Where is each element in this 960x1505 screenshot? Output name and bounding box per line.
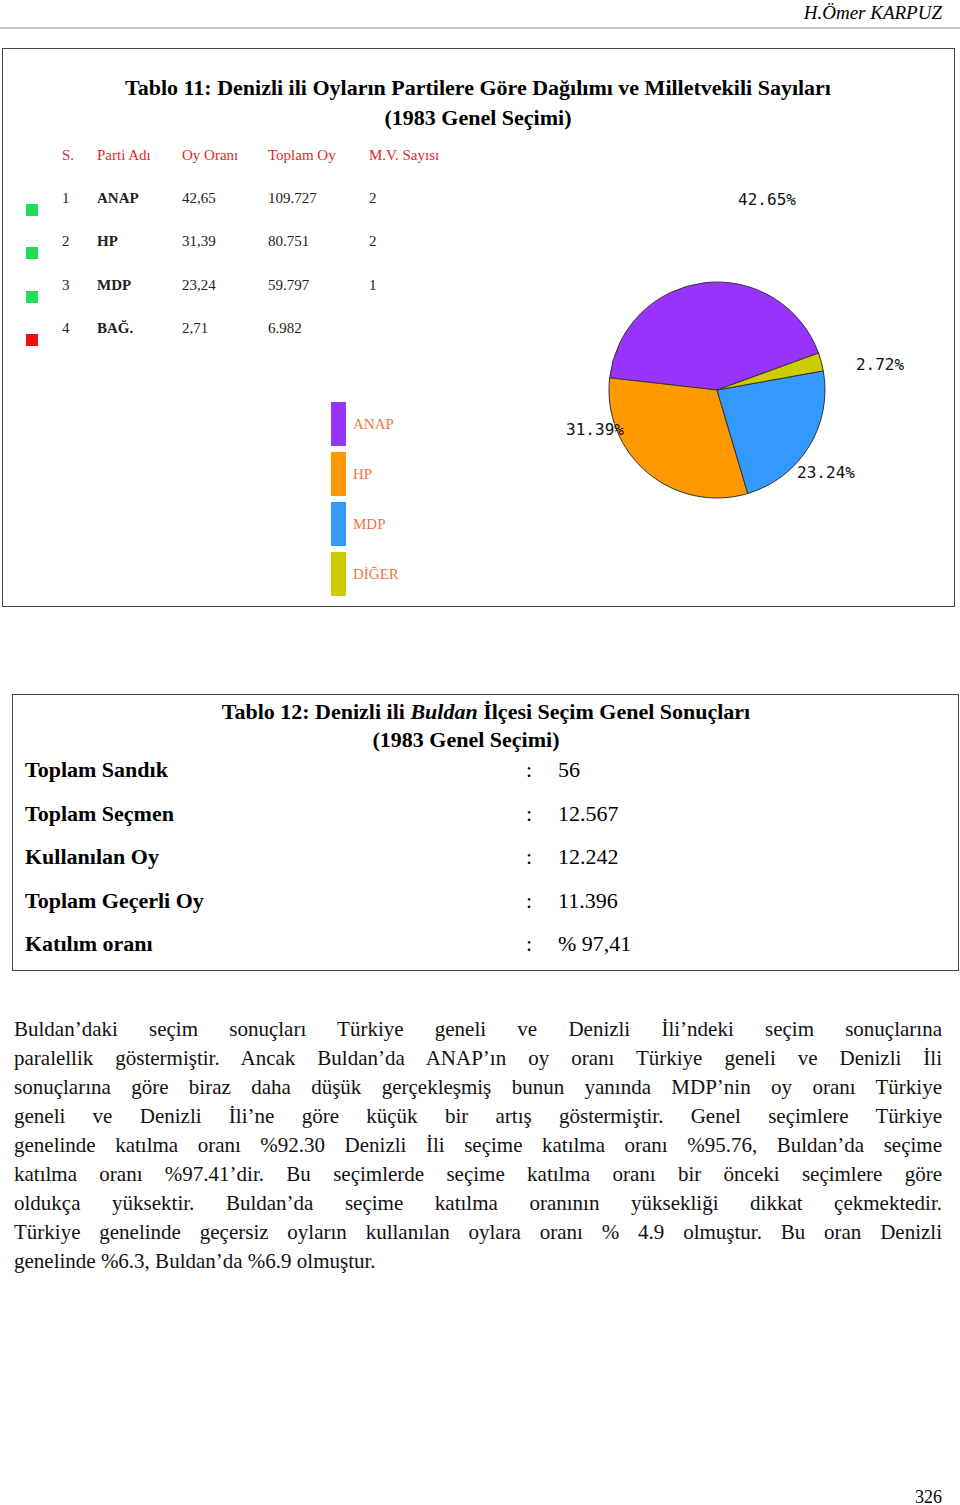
table11-cell: 109.727	[268, 190, 317, 206]
page-number: 326	[915, 1487, 942, 1505]
table12-value: 56	[558, 757, 580, 782]
table11-cell: BAĞ.	[97, 320, 134, 336]
body-line: paralellik göstermiştir. Ancak Buldan’da…	[14, 1044, 942, 1073]
table12-subtitle: (1983 Genel Seçimi)	[373, 727, 560, 752]
table11-header: Toplam Oy	[268, 147, 336, 163]
title-part: İlçesi Seçim Genel Sonuçları	[478, 699, 751, 724]
body-line: oldukça yüksektir. Buldan’da seçime katı…	[14, 1189, 942, 1218]
table12-value: 12.242	[558, 844, 619, 869]
table11-frame	[3, 49, 955, 607]
table12-separator: :	[526, 888, 532, 913]
table11-cell: 4	[62, 320, 70, 336]
header-rule	[0, 28, 960, 29]
table11-subtitle: (1983 Genel Seçimi)	[385, 105, 572, 130]
table12-label: Toplam Sandık	[25, 757, 169, 782]
table11-cell: 59.797	[268, 277, 310, 293]
table11-cell: 80.751	[268, 233, 309, 249]
table11-header: Parti Adı	[97, 147, 151, 163]
row-marker	[26, 334, 38, 346]
table12-value: 11.396	[558, 888, 618, 913]
table12-frame	[13, 695, 959, 971]
legend-swatch	[331, 502, 346, 546]
table12-separator: :	[526, 757, 532, 782]
data-label: 2.72%	[856, 355, 905, 374]
title-part: Buldan	[409, 699, 477, 724]
table12-value: 12.567	[558, 801, 619, 826]
table12-title: Tablo 12: Denizli ili Buldan İlçesi Seçi…	[222, 699, 750, 724]
pie-slice	[717, 353, 823, 390]
table11-title: Tablo 11: Denizli ili Oyların Partilere …	[125, 75, 831, 100]
legend-swatch	[331, 552, 346, 596]
table11-cell: 42,65	[182, 190, 216, 206]
row-marker	[26, 204, 38, 216]
table11-cell: ANAP	[97, 190, 139, 206]
table12-label: Toplam Geçerli Oy	[25, 888, 204, 913]
table11-header: M.V. Sayısı	[369, 147, 439, 163]
table12-label: Kullanılan Oy	[25, 844, 159, 869]
page: H.Ömer KARPUZ Tablo 11: Denizli ili Oylar…	[0, 0, 960, 1505]
row-marker	[26, 247, 38, 259]
table11-cell: 6.982	[268, 320, 302, 336]
header-author: H.Ömer KARPUZ	[803, 2, 943, 23]
table12-separator: :	[526, 801, 532, 826]
legend-label: HP	[353, 466, 372, 482]
table11-cell: 2	[369, 233, 377, 249]
table11-cell: 31,39	[182, 233, 216, 249]
data-label: 31.39%	[566, 420, 624, 439]
table12-value: % 97,41	[558, 931, 631, 956]
legend-label: ANAP	[353, 416, 394, 432]
title-part: Tablo 12: Denizli ili	[222, 699, 411, 724]
table12-separator: :	[526, 844, 532, 869]
table11-cell: 2	[62, 233, 70, 249]
table11-header: S.	[62, 147, 74, 163]
table12-label: Katılım oranı	[25, 931, 153, 956]
legend-swatch	[331, 402, 346, 446]
pie	[609, 282, 825, 498]
body-line: genelinde %6.3, Buldan’da %6.9 olmuştur.	[14, 1247, 942, 1276]
data-label: 42.65%	[738, 190, 796, 209]
legend-swatch	[331, 452, 346, 496]
table11-header: Oy Oranı	[182, 147, 238, 163]
data-label: 23.24%	[797, 463, 855, 482]
body-line: sonuçlarına göre biraz daha düşük gerçek…	[14, 1073, 942, 1102]
table11-cell: 23,24	[182, 277, 216, 293]
table11-cell: 2	[369, 190, 377, 206]
legend-label: DİĞER	[353, 566, 399, 582]
table11-cell: 3	[62, 277, 70, 293]
body-line: Türkiye genelinde geçersiz oyların kulla…	[14, 1218, 942, 1247]
body-line: katılma oranı %97.41’dir. Bu seçimlerde …	[14, 1160, 942, 1189]
table12-separator: :	[526, 931, 532, 956]
legend-label: MDP	[353, 516, 386, 532]
table11-cell: 2,71	[182, 320, 208, 336]
body-line: geneli ve Denizli İli’ne göre küçük bir …	[14, 1102, 942, 1131]
table11-cell: 1	[62, 190, 70, 206]
body-line: genelinde katılma oranı %92.30 Denizli İ…	[14, 1131, 942, 1160]
body-line: Buldan’daki seçim sonuçları Türkiye gene…	[14, 1015, 942, 1044]
row-marker	[26, 291, 38, 303]
table12-label: Toplam Seçmen	[25, 801, 174, 826]
table11-cell: HP	[97, 233, 118, 249]
table11-cell: 1	[369, 277, 377, 293]
table11-cell: MDP	[97, 277, 131, 293]
